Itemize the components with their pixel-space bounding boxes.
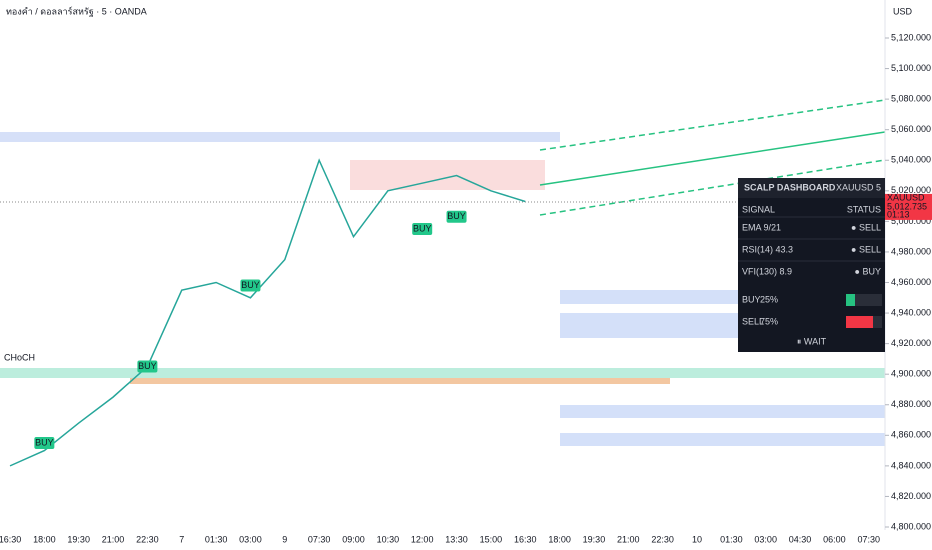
- y-tick-label: 5,020.000: [891, 185, 931, 195]
- y-tick-label: 4,980.000: [891, 246, 931, 256]
- x-tick-label: 04:30: [789, 534, 812, 544]
- buy-marker: BUY: [412, 223, 433, 236]
- signal-status: ● SELL: [851, 244, 881, 254]
- sell-name: SELL: [742, 316, 764, 326]
- y-tick-label: 5,060.000: [891, 124, 931, 134]
- trend-line: [539, 99, 886, 151]
- y-tick-label: 4,900.000: [891, 369, 931, 379]
- zone: [560, 433, 885, 446]
- y-tick-label: 4,940.000: [891, 307, 931, 317]
- buy-label: BUY: [447, 211, 466, 221]
- zone: [560, 405, 885, 418]
- y-tick-label: 4,800.000: [891, 521, 931, 531]
- x-tick-label: 03:00: [754, 534, 777, 544]
- buy-label: BUY: [35, 437, 54, 447]
- buy-box: [34, 436, 55, 449]
- price-countdown: 01:13: [887, 209, 910, 219]
- y-tick-label: 4,840.000: [891, 460, 931, 470]
- buy-marker: BUY: [446, 210, 467, 223]
- signal-name: EMA 9/21: [742, 222, 781, 232]
- currency: USD: [893, 6, 913, 16]
- x-tick-label: 07:30: [308, 534, 331, 544]
- x-tick-label: 09:00: [342, 534, 365, 544]
- x-tick-label: 21:00: [102, 534, 125, 544]
- buy-label: BUY: [138, 361, 157, 371]
- x-tick-label: 7: [179, 534, 184, 544]
- zones: [0, 0, 886, 530]
- buy-box: [412, 223, 433, 236]
- x-tick-label: 16:30: [514, 534, 537, 544]
- buy-name: BUY: [742, 294, 761, 304]
- signal-name: RSI(14) 43.3: [742, 244, 793, 254]
- y-tick-label: 5,100.000: [891, 63, 931, 73]
- price-value: 5,012.735: [887, 201, 927, 211]
- x-tick-label: 10:30: [377, 534, 400, 544]
- y-tick-label: 4,880.000: [891, 399, 931, 409]
- buy-label: BUY: [241, 280, 260, 290]
- x-tick-label: 16:30: [0, 534, 21, 544]
- col-header: STATUS: [847, 204, 881, 214]
- x-tick-label: 12:00: [411, 534, 434, 544]
- x-tick-label: 18:00: [548, 534, 571, 544]
- x-tick-label: 06:00: [823, 534, 846, 544]
- buy-bar: [846, 294, 855, 306]
- y-tick-label: 5,120.000: [891, 32, 931, 42]
- trend-line: [539, 159, 886, 216]
- zone: [0, 132, 560, 142]
- signal-name: VFI(130) 8.9: [742, 266, 792, 276]
- zone: [0, 368, 885, 378]
- price-symbol: XAUUSD: [887, 192, 925, 202]
- dashboard: SCALP DASHBOARD XAUUSD 5 SIGNAL STATUS EMA 9…: [738, 178, 885, 352]
- buy-box: [137, 360, 158, 373]
- x-tick-label: 21:00: [617, 534, 640, 544]
- x-tick-label: 03:00: [239, 534, 262, 544]
- zone: [350, 160, 545, 190]
- price-line: [9, 158, 526, 467]
- x-tick-label: 9: [282, 534, 287, 544]
- price-tag: [885, 193, 932, 220]
- chart-title: ทองคำ / ดอลลาร์สหรัฐ · 5 · OANDA: [6, 5, 147, 17]
- buy-pct: 25%: [760, 294, 778, 304]
- y-tick-label: 5,040.000: [891, 155, 931, 165]
- y-tick-label: 4,920.000: [891, 338, 931, 348]
- dashboard-symbol: XAUUSD 5: [836, 182, 881, 192]
- x-tick-label: 15:00: [480, 534, 503, 544]
- y-tick-label: 5,000.000: [891, 216, 931, 226]
- buy-label: BUY: [413, 223, 432, 233]
- y-tick-label: 4,820.000: [891, 491, 931, 501]
- dashboard-state: ⏸ WAIT: [797, 336, 827, 346]
- trend-line: [539, 131, 886, 186]
- annotation: CHoCH: [4, 352, 35, 362]
- buy-box: [240, 279, 261, 292]
- x-tick-label: 13:30: [445, 534, 468, 544]
- buy-box: [446, 210, 467, 223]
- x-tick-label: 22:30: [136, 534, 159, 544]
- y-tick-label: 4,960.000: [891, 277, 931, 287]
- x-tick-label: 01:30: [205, 534, 228, 544]
- signal-status: ● BUY: [855, 266, 881, 276]
- x-tick-label: 22:30: [651, 534, 674, 544]
- zone: [130, 378, 670, 384]
- x-tick-label: 18:00: [33, 534, 56, 544]
- x-tick-label: 10: [692, 534, 702, 544]
- sell-pct: 75%: [760, 316, 778, 326]
- x-tick-label: 07:30: [857, 534, 880, 544]
- x-tick-label: 19:30: [67, 534, 90, 544]
- y-tick-label: 5,080.000: [891, 94, 931, 104]
- dashboard-title: SCALP DASHBOARD: [744, 182, 836, 192]
- y-tick-label: 4,860.000: [891, 430, 931, 440]
- sell-bar: [846, 316, 873, 328]
- dashboard-header: [738, 178, 885, 198]
- x-tick-label: 19:30: [583, 534, 606, 544]
- x-tick-label: 01:30: [720, 534, 743, 544]
- buy-marker: BUY: [34, 436, 55, 449]
- col-header: SIGNAL: [742, 204, 775, 214]
- buy-marker: BUY: [240, 279, 261, 292]
- buy-marker: BUY: [137, 360, 158, 373]
- signal-status: ● SELL: [851, 222, 881, 232]
